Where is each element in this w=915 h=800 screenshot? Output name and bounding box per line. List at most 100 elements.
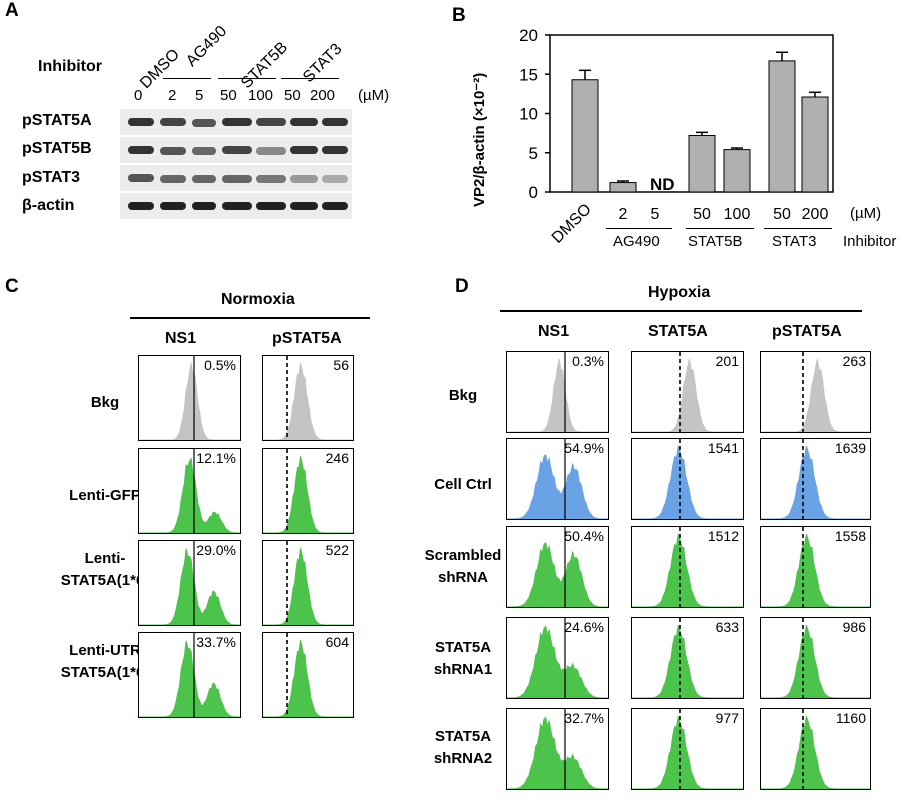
histogram-fill bbox=[139, 548, 240, 625]
blot-label-actin: β-actin bbox=[22, 197, 75, 214]
row-label-shrna2: STAT5A shRNA2 bbox=[398, 726, 528, 770]
histogram-plot bbox=[632, 352, 743, 432]
row-label-line1: Bkg bbox=[90, 394, 120, 411]
stat5b-underline bbox=[218, 78, 276, 79]
x-tick-label: 100 bbox=[724, 206, 751, 223]
histogram-plot bbox=[507, 618, 608, 698]
blot-strip-pstat5a bbox=[120, 109, 352, 135]
panel-a-label: A bbox=[5, 0, 19, 21]
histogram-value: 1541 bbox=[707, 440, 739, 456]
row-label-line2: shRNA2 bbox=[433, 750, 493, 767]
blot-label-pstat3: pSTAT3 bbox=[22, 169, 81, 186]
band bbox=[192, 175, 216, 183]
band bbox=[222, 202, 252, 210]
band bbox=[128, 118, 154, 126]
row-label-line1: STAT5A bbox=[434, 639, 492, 656]
histogram-value: 29.0% bbox=[196, 542, 236, 558]
x-tick-label: DMSO bbox=[549, 201, 595, 247]
band bbox=[322, 175, 348, 183]
pstat5a-histogram: 246 bbox=[262, 448, 354, 534]
histogram-value: 633 bbox=[715, 619, 739, 635]
histogram-fill bbox=[507, 453, 608, 519]
row-label-line1: Scrambled bbox=[424, 547, 502, 564]
histogram-value: 522 bbox=[325, 542, 349, 558]
histogram-plot bbox=[263, 633, 353, 717]
ns1-histogram: 12.1% bbox=[138, 448, 241, 534]
y-tick-label: 15 bbox=[519, 65, 538, 84]
col-ns1-d: NS1 bbox=[538, 323, 570, 340]
dose-2: 2 bbox=[168, 87, 177, 104]
histogram-value: 24.6% bbox=[564, 619, 604, 635]
histogram-fill bbox=[632, 533, 743, 607]
bar bbox=[688, 134, 716, 193]
histogram-fill bbox=[263, 362, 353, 440]
col-stat5a-d: STAT5A bbox=[648, 323, 708, 340]
histogram-fill bbox=[761, 715, 870, 789]
histogram-plot bbox=[139, 541, 240, 625]
ns1-histogram: 32.7% bbox=[506, 708, 609, 790]
band bbox=[222, 146, 252, 154]
panel-c-label: C bbox=[5, 276, 19, 297]
histogram-plot bbox=[761, 352, 870, 432]
histogram-plot bbox=[507, 439, 608, 519]
histogram-value: 1160 bbox=[835, 710, 866, 726]
chart-group-ag490: AG490 bbox=[613, 233, 660, 250]
col-ns1-c: NS1 bbox=[165, 330, 197, 347]
row-label-lentigfp: Lenti-GFP bbox=[40, 485, 170, 507]
histogram-fill bbox=[632, 445, 743, 519]
y-tick-label: 10 bbox=[519, 105, 538, 124]
histogram-plot bbox=[761, 618, 870, 698]
x-tick-label: 5 bbox=[651, 206, 660, 223]
row-label-scrambled: Scrambled shRNA bbox=[398, 545, 528, 589]
stat5a-histogram: 977 bbox=[631, 708, 744, 790]
histogram-value: 1512 bbox=[707, 528, 739, 544]
band bbox=[160, 175, 186, 183]
histogram-value: 977 bbox=[715, 710, 739, 726]
histogram-value: 604 bbox=[325, 634, 349, 650]
band bbox=[128, 174, 154, 182]
x-tick-label: 2 bbox=[619, 206, 628, 223]
ns1-histogram: 29.0% bbox=[138, 540, 241, 626]
ns1-histogram: 54.9% bbox=[506, 438, 609, 520]
hypoxia-rule bbox=[500, 310, 862, 312]
stat5a-histogram: 1541 bbox=[631, 438, 744, 520]
y-tick-label: 5 bbox=[529, 144, 538, 163]
band bbox=[290, 118, 318, 126]
row-label-shrna1: STAT5A shRNA1 bbox=[398, 637, 528, 681]
histogram-value: 56 bbox=[333, 357, 349, 373]
histogram-fill bbox=[263, 455, 353, 533]
inhibitor-label: Inhibitor bbox=[38, 58, 102, 75]
histogram-fill bbox=[632, 624, 743, 698]
x-tick-label: 200 bbox=[802, 206, 829, 223]
histogram-plot bbox=[507, 352, 608, 432]
chart-group-stat3: STAT3 bbox=[772, 233, 817, 250]
chart-unit: (µM) bbox=[850, 205, 882, 222]
histogram-fill bbox=[507, 716, 608, 789]
chart-group-stat5b: STAT5B bbox=[688, 233, 743, 250]
histogram-value: 33.7% bbox=[196, 634, 236, 650]
stat5a-histogram: 1512 bbox=[631, 526, 744, 608]
x-tick-label: 50 bbox=[693, 206, 711, 223]
dose-5: 5 bbox=[195, 87, 204, 104]
band bbox=[192, 147, 216, 155]
histogram-fill bbox=[139, 457, 240, 533]
histogram-value: 0.5% bbox=[204, 357, 236, 373]
histogram-plot bbox=[761, 527, 870, 607]
dose-200: 200 bbox=[310, 87, 336, 104]
band bbox=[256, 147, 286, 155]
row-label-lenti-stat5a: Lenti- STAT5A(1*6) bbox=[40, 548, 170, 592]
pstat5a-histogram: 1160 bbox=[760, 708, 871, 790]
dose-50b: 50 bbox=[284, 87, 301, 104]
pstat5a-histogram: 56 bbox=[262, 355, 354, 441]
histogram-plot bbox=[139, 356, 240, 440]
histogram-fill bbox=[507, 359, 608, 432]
row-label-line2: STAT5A(1*6) bbox=[60, 664, 150, 681]
row-label-line1: STAT5A bbox=[434, 728, 492, 745]
row-label-line1: Lenti-GFP bbox=[69, 487, 141, 504]
blot-label-pstat5a: pSTAT5A bbox=[22, 112, 92, 129]
histogram-plot bbox=[507, 527, 608, 607]
bar bbox=[571, 79, 599, 193]
histogram-plot bbox=[263, 541, 353, 625]
col-pstat5a-c: pSTAT5A bbox=[272, 330, 342, 347]
